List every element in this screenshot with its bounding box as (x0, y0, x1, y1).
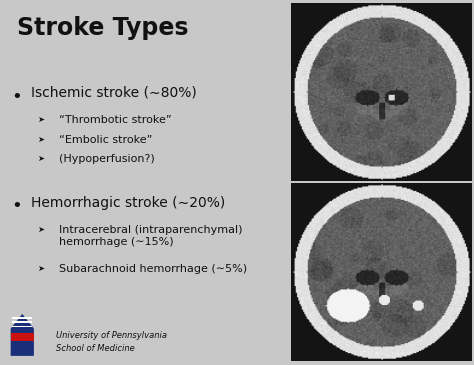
Text: School of Medicine: School of Medicine (56, 345, 135, 353)
Text: Stroke Types: Stroke Types (17, 16, 189, 41)
Polygon shape (12, 326, 32, 327)
Polygon shape (10, 333, 34, 341)
Text: •: • (11, 197, 22, 215)
Text: “Thrombotic stroke”: “Thrombotic stroke” (59, 115, 172, 125)
Text: University of Pennsylvania: University of Pennsylvania (56, 331, 167, 339)
Polygon shape (10, 314, 34, 356)
Text: “Embolic stroke”: “Embolic stroke” (59, 135, 153, 145)
Text: ➤: ➤ (36, 154, 44, 163)
Text: ➤: ➤ (36, 225, 44, 234)
Text: ➤: ➤ (36, 264, 44, 273)
Polygon shape (12, 322, 32, 323)
Polygon shape (12, 317, 32, 319)
Text: ➤: ➤ (36, 115, 44, 124)
Text: ➤: ➤ (36, 135, 44, 144)
Text: Hemorrhagic stroke (∼20%): Hemorrhagic stroke (∼20%) (31, 196, 225, 210)
Text: •: • (11, 88, 22, 105)
Text: (Hypoperfusion?): (Hypoperfusion?) (59, 154, 155, 164)
Text: Intracerebral (intraparenchymal)
hemorrhage (∼15%): Intracerebral (intraparenchymal) hemorrh… (59, 225, 243, 247)
Text: Ischemic stroke (∼80%): Ischemic stroke (∼80%) (31, 86, 197, 100)
Text: Subarachnoid hemorrhage (∼5%): Subarachnoid hemorrhage (∼5%) (59, 264, 247, 273)
